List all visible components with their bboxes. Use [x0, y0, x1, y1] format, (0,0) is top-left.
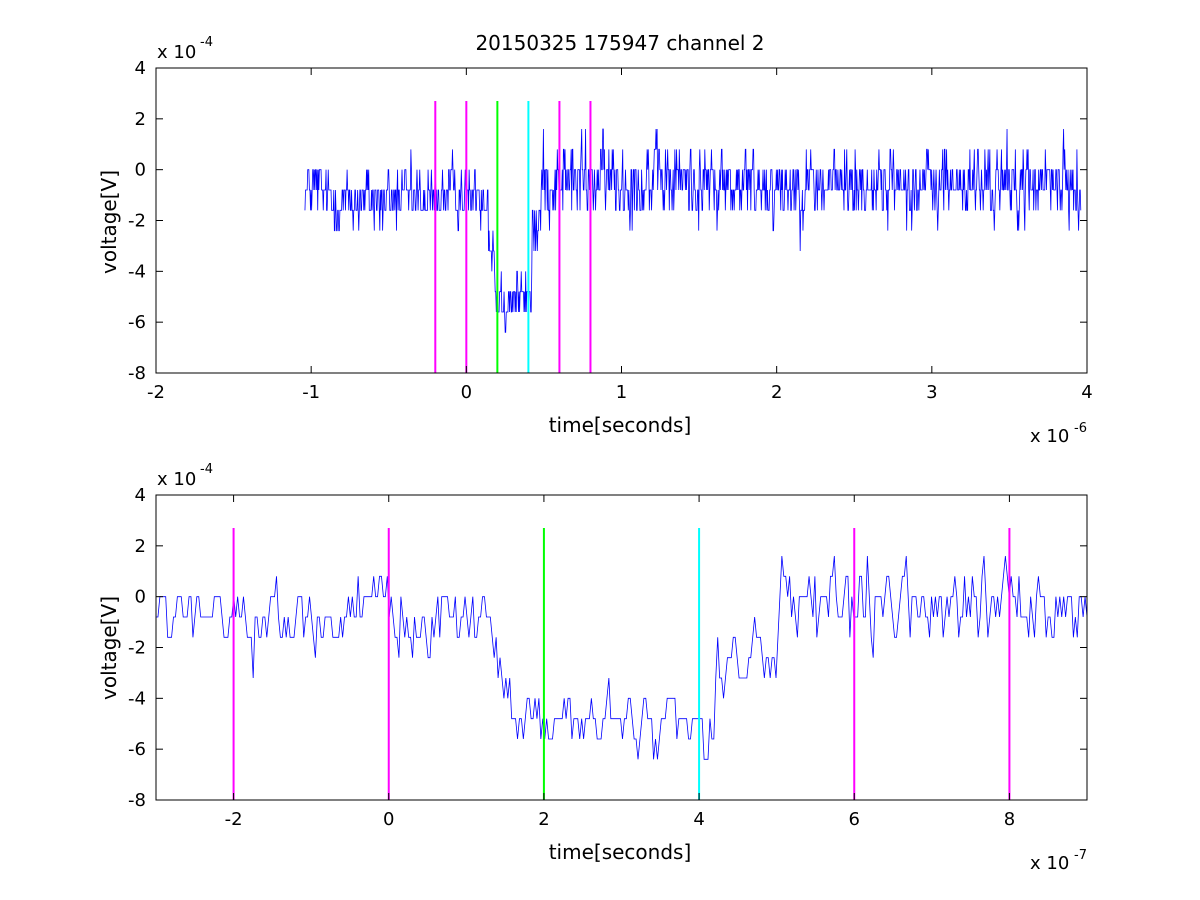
bottom-y-exponent-power: -4: [200, 462, 213, 477]
top-y-tick-label: -4: [128, 261, 146, 282]
bottom-x-tick-label: 6: [849, 809, 860, 830]
bottom-y-exponent-base: x 10: [157, 469, 196, 490]
top-x-tick-label: 3: [926, 382, 937, 403]
top-y-exponent-base: x 10: [157, 42, 196, 63]
top-y-axis-label: voltage[V]: [97, 170, 121, 274]
bottom-y-axis-label: voltage[V]: [97, 596, 121, 700]
bottom-y-tick-label: 2: [135, 536, 146, 557]
top-x-tick-label: 4: [1081, 382, 1092, 403]
bottom-x-axis-label: time[seconds]: [549, 840, 692, 864]
bottom-x-tick-label: -2: [225, 809, 243, 830]
bottom-y-exponent: x 10 -4: [157, 462, 213, 490]
bottom-x-tick-label: 2: [538, 809, 549, 830]
bottom-y-tick-label: 4: [135, 485, 146, 506]
top-x-tick-label: -2: [147, 382, 165, 403]
top-x-tick-label: -1: [302, 382, 320, 403]
top-y-exponent-power: -4: [200, 35, 213, 50]
top-x-exponent-power: -6: [1074, 421, 1087, 436]
bottom-x-exponent: x 10 -7: [1030, 848, 1087, 874]
bottom-y-tick-label: -2: [128, 638, 146, 659]
bottom-x-exponent-base: x 10: [1030, 853, 1069, 874]
top-y-tick-label: 2: [135, 109, 146, 130]
bottom-x-exponent-power: -7: [1074, 848, 1087, 863]
top-axes: 20150325 175947 channel 2 -2 -1 0 1 2 3 4-8-6-…: [97, 31, 1093, 447]
bottom-voltage-trace: [156, 555, 1088, 760]
top-y-exponent: x 10 -4: [157, 35, 213, 63]
top-y-tick-label: 4: [135, 58, 146, 79]
top-x-exponent-base: x 10: [1030, 426, 1069, 447]
top-y-tick-label: -6: [128, 312, 146, 333]
top-x-axis-label: time[seconds]: [549, 413, 692, 437]
top-x-tick-label: 2: [771, 382, 782, 403]
bottom-y-tick-label: 0: [135, 587, 146, 608]
bottom-x-tick-label: 8: [1004, 809, 1015, 830]
bottom-y-tick-label: -8: [128, 790, 146, 811]
top-x-tick-label: 0: [461, 382, 472, 403]
top-voltage-trace: [304, 128, 1082, 333]
bottom-y-tick-label: -6: [128, 739, 146, 760]
top-x-exponent: x 10 -6: [1030, 421, 1087, 447]
bottom-axes-ticks: -2 0 2 4 6 8 -8 -6 -4 -2 0 2 4: [128, 485, 1087, 830]
bottom-plot-area: [156, 528, 1088, 800]
top-y-tick-label: -8: [128, 363, 146, 384]
bottom-x-tick-label: 4: [693, 809, 704, 830]
top-y-tick-label: -2: [128, 211, 146, 232]
top-plot-area: [304, 101, 1082, 373]
top-y-tick-label: 0: [135, 160, 146, 181]
bottom-x-tick-label: 0: [383, 809, 394, 830]
bottom-y-tick-label: -4: [128, 688, 146, 709]
top-axes-ticks: -2 -1 0 1 2 3 4 -8 -6 -4 -2 0 2 4: [128, 58, 1093, 403]
bottom-axes: -2 0 2 4 6 8 -8 -6 -4 -2 0 2 4 time[seconds] voltage…: [97, 462, 1088, 874]
top-x-tick-label: 1: [616, 382, 627, 403]
top-chart-title: 20150325 175947 channel 2: [475, 31, 764, 55]
